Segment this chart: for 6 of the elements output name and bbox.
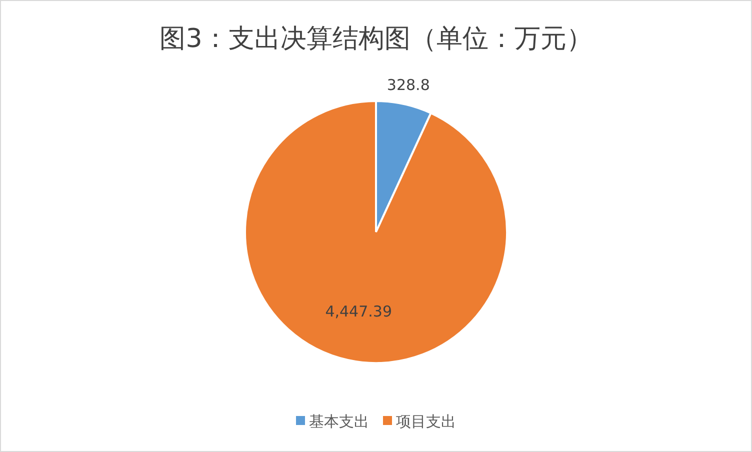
data-label: 4,447.39 (325, 302, 392, 321)
legend-label: 基本支出 (309, 412, 369, 430)
legend-label: 项目支出 (396, 412, 456, 430)
data-label: 328.8 (386, 76, 430, 94)
chart-title: 图3：支出决算结构图（单位：万元） (160, 24, 592, 54)
pie-slice (244, 100, 508, 364)
